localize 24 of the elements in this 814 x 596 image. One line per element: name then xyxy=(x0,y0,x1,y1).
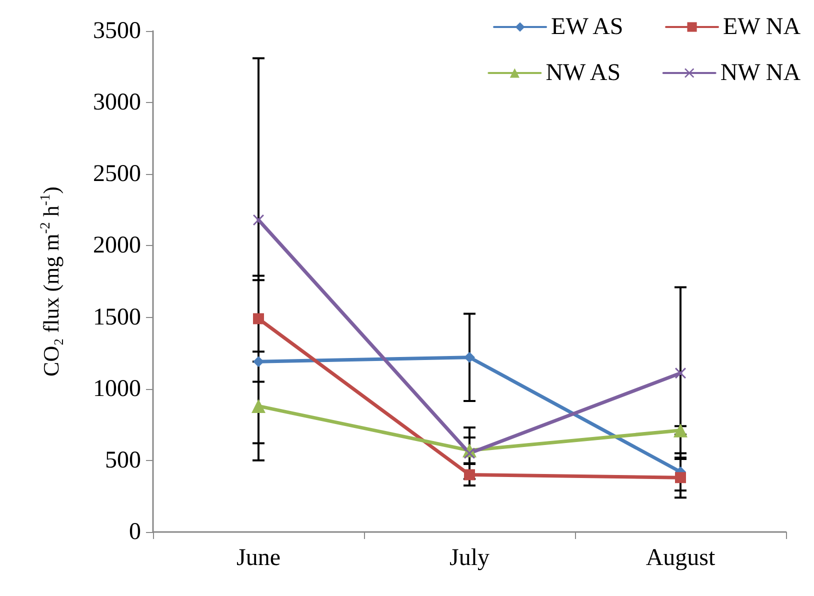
point xyxy=(253,313,264,324)
y-tick-label: 3500 xyxy=(93,18,141,44)
y-tick-label: 2000 xyxy=(93,232,141,259)
point xyxy=(675,472,686,484)
legend-label: EW AS xyxy=(551,14,624,40)
legend-label: NW NA xyxy=(720,60,802,86)
y-axis-title: CO₂ flux (mg m-2 h-1) xyxy=(38,186,64,376)
y-tick-label: 2500 xyxy=(93,161,141,188)
y-tick-label: 500 xyxy=(105,447,141,474)
legend-label: NW AS xyxy=(546,60,621,86)
legend-label: EW NA xyxy=(723,14,802,40)
point xyxy=(464,448,475,459)
x-tick-label: June xyxy=(236,545,280,571)
point xyxy=(675,368,686,379)
point xyxy=(464,352,475,363)
y-tick-label: 1500 xyxy=(93,304,141,330)
y-tick-label: 0 xyxy=(129,519,141,545)
y-tick-label: 3000 xyxy=(93,90,141,116)
point xyxy=(253,356,264,368)
x-tick-label: August xyxy=(646,545,716,571)
y-tick-label: 1000 xyxy=(93,376,141,402)
x-tick-label: July xyxy=(449,545,490,571)
point xyxy=(253,214,264,226)
point xyxy=(252,399,266,414)
